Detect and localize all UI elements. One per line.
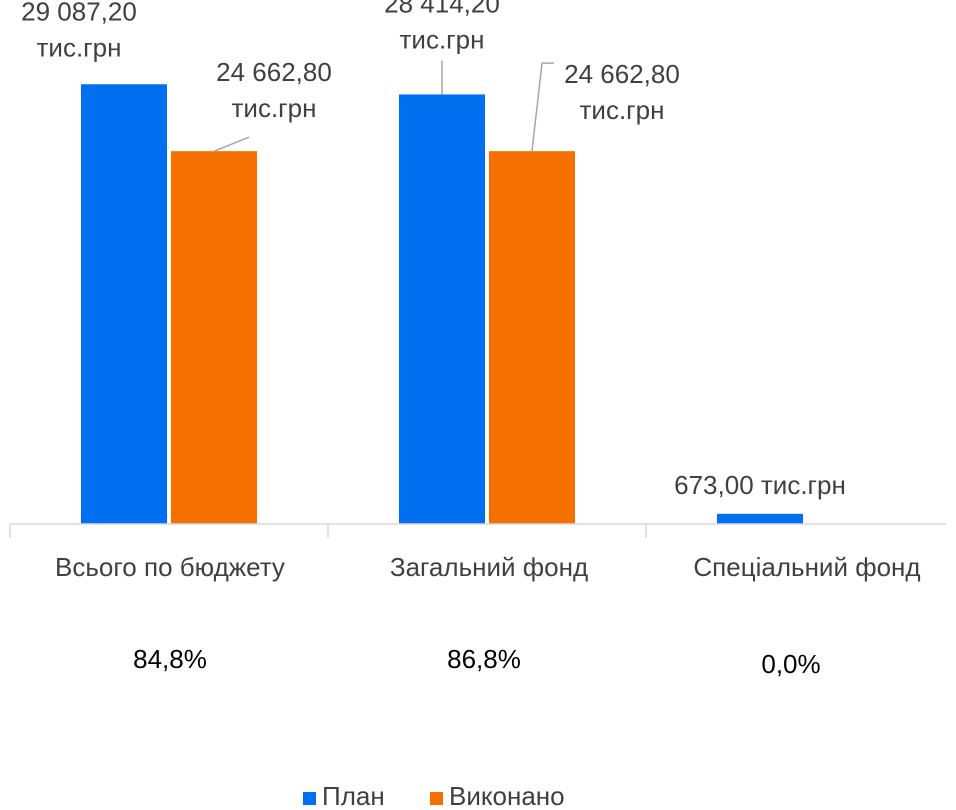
- bar-plan: [81, 84, 167, 525]
- legend-label-done: Виконано: [449, 781, 565, 810]
- bar-done: [171, 151, 257, 524]
- percentage-label-special: 0,0%: [761, 649, 820, 679]
- data-label: тис.грн: [580, 95, 665, 125]
- percentage-label-general: 86,8%: [447, 644, 521, 674]
- data-label: тис.грн: [232, 93, 317, 123]
- data-label: тис.грн: [37, 32, 122, 62]
- data-label: 24 662,80: [564, 59, 680, 89]
- bar-plan: [399, 94, 485, 524]
- leader-line: [213, 136, 250, 152]
- legend-label-plan: План: [322, 781, 385, 810]
- legend-swatch-done: [430, 792, 443, 805]
- data-label: 673,00 тис.грн: [674, 470, 846, 500]
- bar-done: [489, 151, 575, 524]
- data-label: 28 414,20: [384, 0, 500, 18]
- legend: План Виконано: [303, 781, 565, 810]
- leader-line: [531, 62, 554, 152]
- legend-swatch-plan: [303, 792, 316, 805]
- data-label: 24 662,80: [216, 57, 332, 87]
- category-label-special: Спеціальний фонд: [693, 552, 920, 582]
- bar-plan: [717, 513, 803, 524]
- category-label-general: Загальний фонд: [390, 552, 588, 582]
- bars-group: [81, 84, 803, 525]
- data-label: 29 087,20: [21, 0, 137, 26]
- percentage-label-total: 84,8%: [133, 644, 207, 674]
- data-label: тис.грн: [400, 24, 485, 54]
- leader-lines-group: [213, 60, 554, 152]
- category-label-total: Всього по бюджету: [55, 552, 285, 582]
- x-axis-ticks: [9, 524, 647, 538]
- data-labels-group: 29 087,20 тис.грн 24 662,80 тис.грн 28 414,2…: [21, 0, 846, 500]
